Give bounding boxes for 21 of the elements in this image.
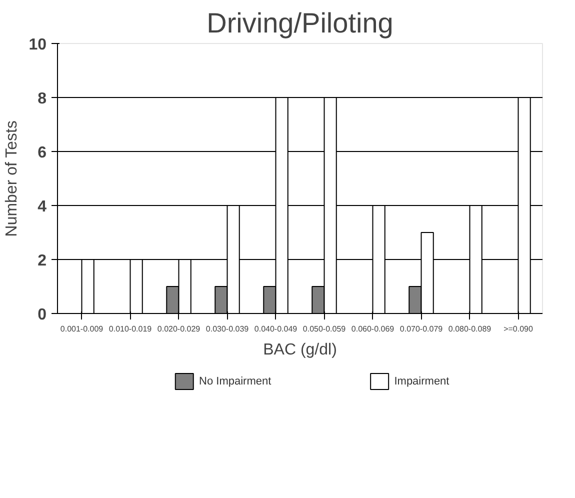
x-axis-title: BAC (g/dl) <box>263 342 337 358</box>
x-tick-label: 0.080-0.089 <box>448 324 492 334</box>
x-tick-label: 0.030-0.039 <box>206 324 250 334</box>
x-tick-label: 0.050-0.059 <box>302 324 346 334</box>
x-tick-label: >=0.090 <box>504 324 534 334</box>
y-tick-label: 8 <box>38 90 47 108</box>
chart-title: Driving/Piloting <box>206 8 394 38</box>
x-tick-label: 0.010-0.019 <box>108 324 152 334</box>
y-tick-label: 4 <box>38 198 47 216</box>
x-tick-label: 0.040-0.049 <box>254 324 298 334</box>
y-tick-label: 0 <box>38 306 47 324</box>
y-tick-label: 2 <box>38 252 47 270</box>
x-tick-label: 0.001-0.009 <box>60 324 104 334</box>
legend-label: Impairment <box>394 376 450 388</box>
x-tick-label: 0.070-0.079 <box>400 324 444 334</box>
y-axis-title: Number of Tests <box>4 120 21 237</box>
x-tick-label: 0.060-0.069 <box>351 324 395 334</box>
legend-label: No Impairment <box>199 376 272 388</box>
y-tick-label: 10 <box>28 36 47 54</box>
y-tick-label: 6 <box>38 144 47 162</box>
x-tick-label: 0.020-0.029 <box>157 324 201 334</box>
